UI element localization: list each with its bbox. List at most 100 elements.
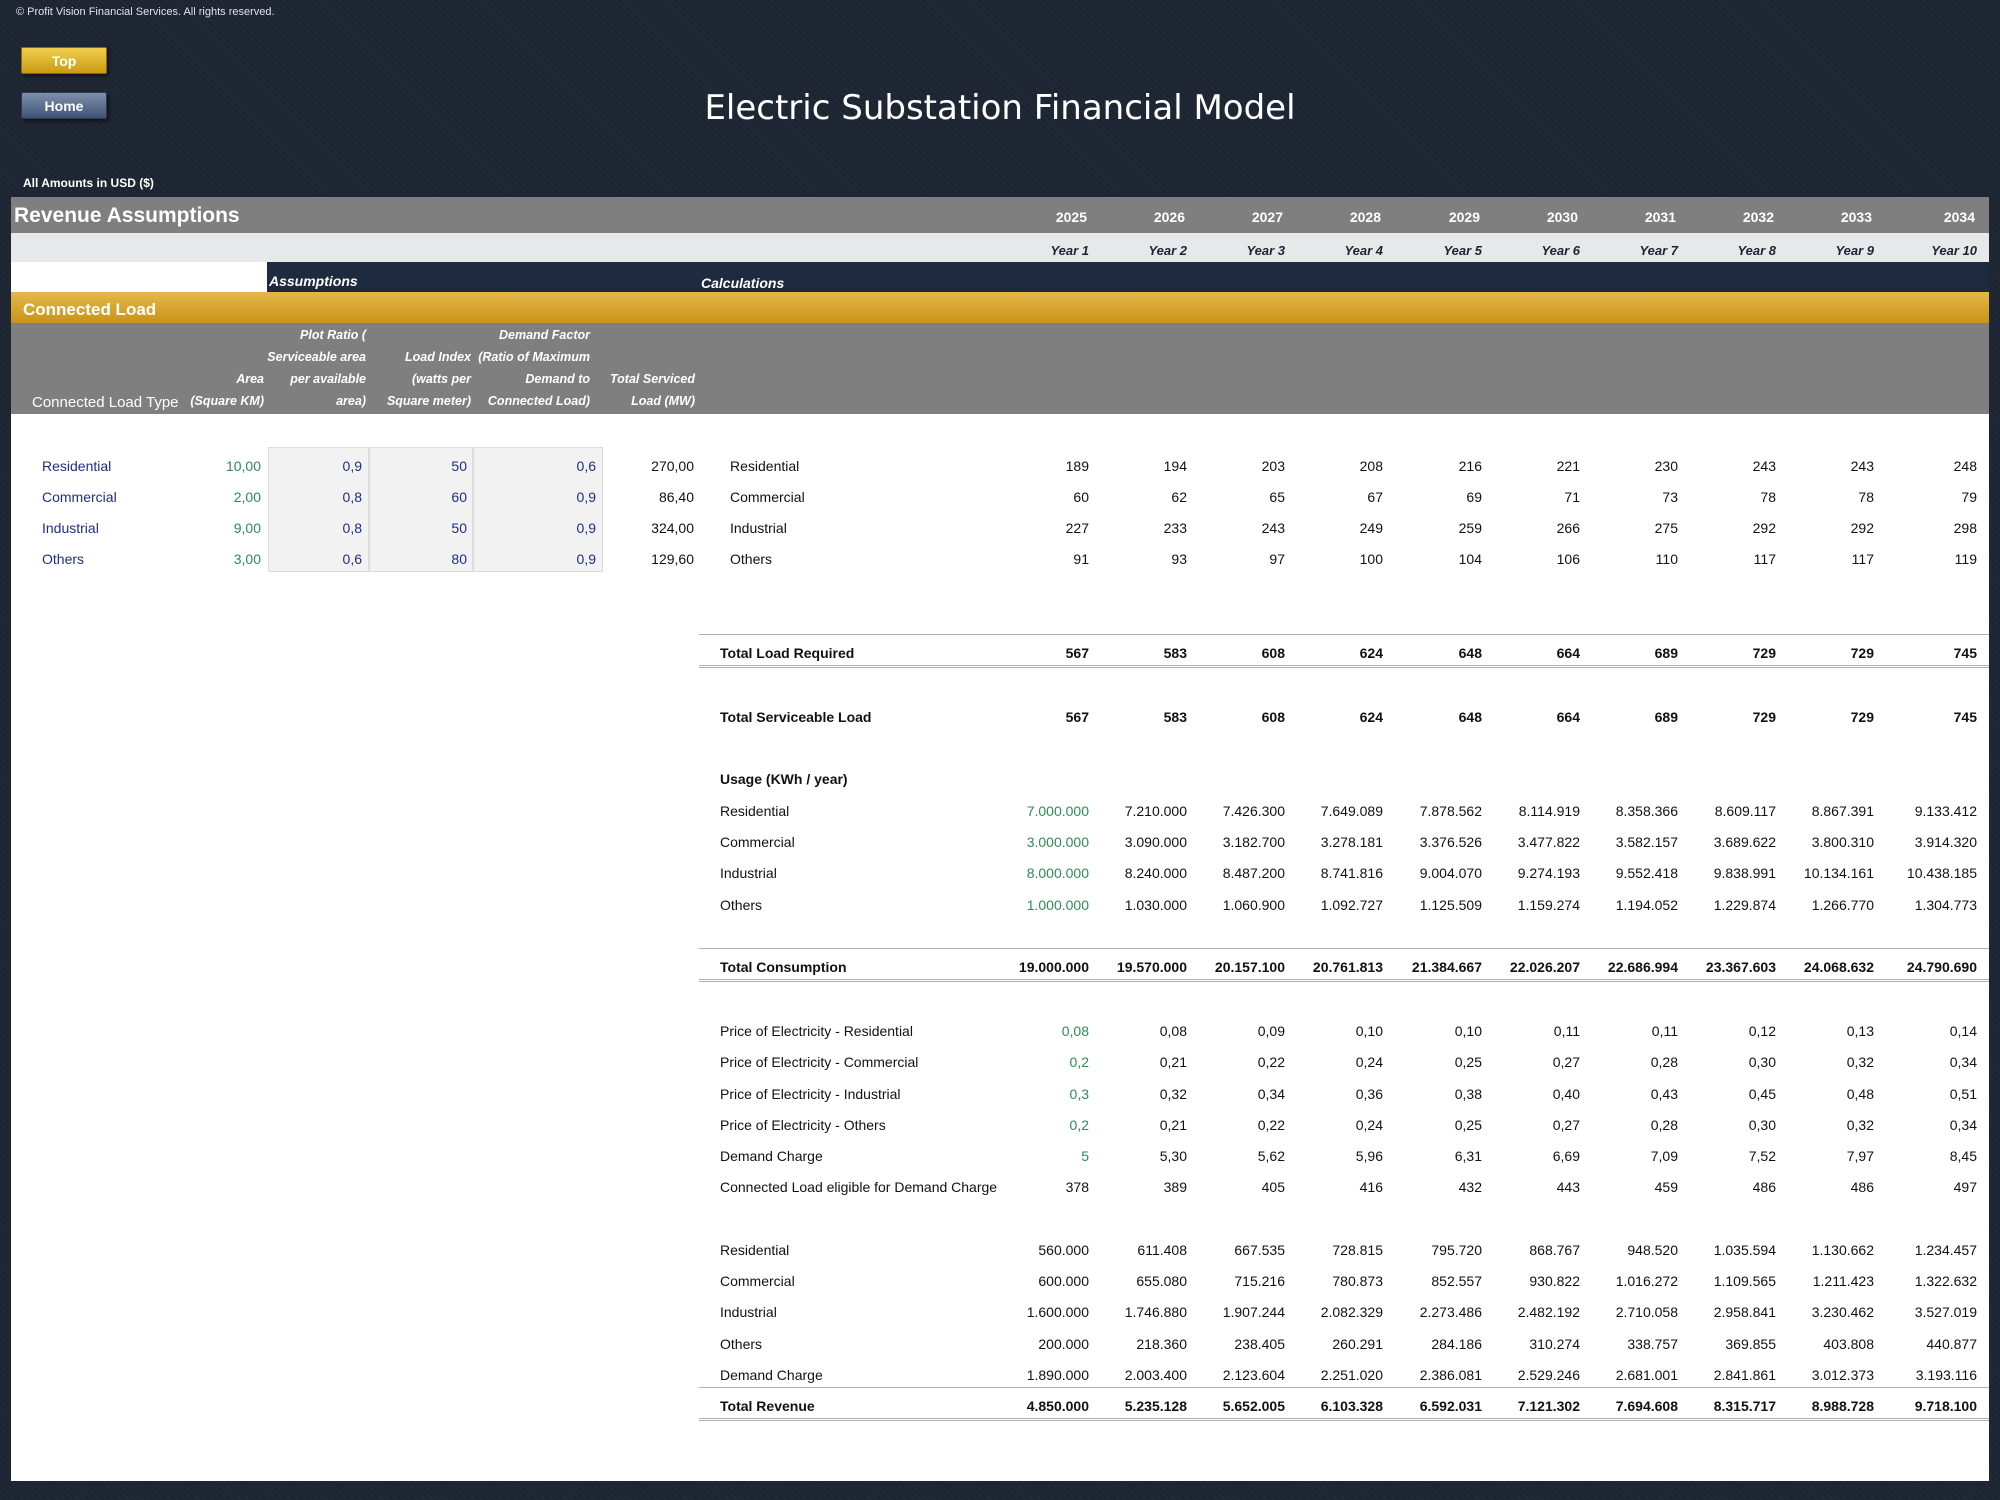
usage-row-value: 3.182.700 — [1222, 834, 1285, 850]
year-label-bar — [11, 233, 1989, 262]
load-row-value: 298 — [1953, 520, 1977, 536]
usage-row-value: 3.689.622 — [1713, 834, 1776, 850]
price-row-value: 0,21 — [1159, 1117, 1187, 1133]
usage-row-value: 1.000.000 — [1026, 897, 1089, 913]
price-row-value: 5,30 — [1159, 1148, 1187, 1164]
area-input[interactable]: 2,00 — [233, 489, 261, 505]
load-row-value: 62 — [1171, 489, 1187, 505]
assumptions-calculations-strip — [267, 262, 1989, 292]
price-row-value: 0,25 — [1454, 1117, 1482, 1133]
revenue-row-value: 238.405 — [1234, 1336, 1285, 1352]
total-revenue-value: 7.694.608 — [1615, 1398, 1678, 1414]
price-row-value: 0,32 — [1159, 1086, 1187, 1102]
demand-factor-input[interactable]: 0,9 — [576, 551, 596, 567]
revenue-row-value: 600.000 — [1038, 1273, 1089, 1289]
revenue-row-value: 1.322.632 — [1914, 1273, 1977, 1289]
demand-factor-input[interactable]: 0,6 — [576, 458, 596, 474]
usage-row-value: 1.229.874 — [1713, 897, 1776, 913]
load-index-input[interactable]: 50 — [451, 458, 467, 474]
usage-row-value: 10.438.185 — [1906, 865, 1977, 881]
revenue-row-value: 1.130.662 — [1811, 1242, 1874, 1258]
revenue-row-value: 3.193.116 — [1915, 1367, 1977, 1383]
plot-ratio-input[interactable]: 0,8 — [342, 489, 362, 505]
revenue-row-value: 655.080 — [1136, 1273, 1187, 1289]
usage-row-value: 9.004.070 — [1419, 865, 1482, 881]
load-row-label: Commercial — [730, 489, 805, 505]
load-row-value: 79 — [1961, 489, 1977, 505]
total-load-value: 664 — [1556, 645, 1580, 661]
total-serviceable-value: 745 — [1953, 709, 1977, 725]
usage-row-value: 8.609.117 — [1714, 803, 1776, 819]
demand-factor-input[interactable]: 0,9 — [576, 520, 596, 536]
eligible-load-value: 416 — [1359, 1179, 1383, 1195]
area-input[interactable]: 3,00 — [233, 551, 261, 567]
year-label: Year 6 — [1541, 243, 1580, 258]
year-header: 2031 — [1644, 209, 1676, 225]
total-load-value: 608 — [1261, 645, 1285, 661]
price-row-value: 7,97 — [1846, 1148, 1874, 1164]
revenue-row-value: 611.408 — [1137, 1242, 1187, 1258]
divider — [699, 1387, 1989, 1388]
revenue-row-value: 852.557 — [1431, 1273, 1482, 1289]
total-load-value: 567 — [1065, 645, 1089, 661]
total-consumption-value: 19.000.000 — [1018, 959, 1089, 975]
currency-label: All Amounts in USD ($) — [23, 176, 154, 190]
load-index-input[interactable]: 60 — [451, 489, 467, 505]
load-row-value: 104 — [1458, 551, 1482, 567]
section-title: Revenue Assumptions — [14, 204, 240, 227]
revenue-row-value: 218.360 — [1136, 1336, 1187, 1352]
total-revenue-value: 6.592.031 — [1419, 1398, 1482, 1414]
usage-row-label: Others — [720, 897, 763, 913]
year-label: Year 9 — [1835, 243, 1874, 258]
total-load-label: Total Load Required — [720, 645, 855, 661]
revenue-row-value: 2.681.001 — [1615, 1367, 1678, 1383]
usage-row-value: 3.582.157 — [1615, 834, 1678, 850]
total-consumption-value: 20.157.100 — [1214, 959, 1285, 975]
plot-ratio-input[interactable]: 0,9 — [342, 458, 362, 474]
load-row-value: 227 — [1065, 520, 1089, 536]
price-row-value: 0,3 — [1069, 1086, 1089, 1102]
total-revenue-value: 8.315.717 — [1713, 1398, 1776, 1414]
eligible-load-value: 497 — [1953, 1179, 1977, 1195]
revenue-row-value: 948.520 — [1627, 1242, 1678, 1258]
eligible-load-value: 389 — [1163, 1179, 1187, 1195]
revenue-row-value: 2.529.246 — [1517, 1367, 1580, 1383]
revenue-row-value: 930.822 — [1529, 1273, 1580, 1289]
plot-ratio-input[interactable]: 0,6 — [342, 551, 362, 567]
load-row-value: 259 — [1458, 520, 1482, 536]
area-input[interactable]: 9,00 — [233, 520, 261, 536]
total-consumption-value: 20.761.813 — [1312, 959, 1383, 975]
total-consumption-value: 24.790.690 — [1906, 959, 1977, 975]
load-row-value: 117 — [1851, 551, 1874, 567]
price-row-value: 0,25 — [1454, 1054, 1482, 1070]
load-row-value: 292 — [1752, 520, 1776, 536]
load-index-input[interactable]: 80 — [451, 551, 467, 567]
eligible-load-value: 378 — [1065, 1179, 1089, 1195]
load-row-value: 97 — [1269, 551, 1285, 567]
usage-row-label: Residential — [720, 803, 790, 819]
total-consumption-value: 19.570.000 — [1116, 959, 1187, 975]
total-serviced-load-value: 324,00 — [651, 520, 694, 536]
price-row-value: 0,10 — [1454, 1023, 1482, 1039]
revenue-row-value: 310.274 — [1529, 1336, 1580, 1352]
plot-ratio-input[interactable]: 0,8 — [342, 520, 362, 536]
usage-row-value: 7.000.000 — [1026, 803, 1089, 819]
load-row-label: Residential — [730, 458, 800, 474]
revenue-row-value: 728.815 — [1332, 1242, 1383, 1258]
home-button[interactable]: Home — [21, 92, 107, 119]
load-row-value: 248 — [1953, 458, 1977, 474]
load-row-value: 243 — [1261, 520, 1285, 536]
usage-row-value: 1.159.274 — [1517, 897, 1580, 913]
year-label: Year 5 — [1443, 243, 1482, 258]
top-button[interactable]: Top — [21, 47, 107, 74]
total-serviced-load-value: 129,60 — [651, 551, 694, 567]
demand-factor-input[interactable]: 0,9 — [576, 489, 596, 505]
load-row-label: Industrial — [730, 520, 787, 536]
load-index-input[interactable]: 50 — [451, 520, 467, 536]
load-row-value: 249 — [1359, 520, 1383, 536]
price-row-value: 5,62 — [1257, 1148, 1285, 1164]
price-row-value: 0,48 — [1846, 1086, 1874, 1102]
revenue-row-value: 403.808 — [1823, 1336, 1874, 1352]
area-input[interactable]: 10,00 — [225, 458, 261, 474]
total-load-value: 624 — [1359, 645, 1383, 661]
